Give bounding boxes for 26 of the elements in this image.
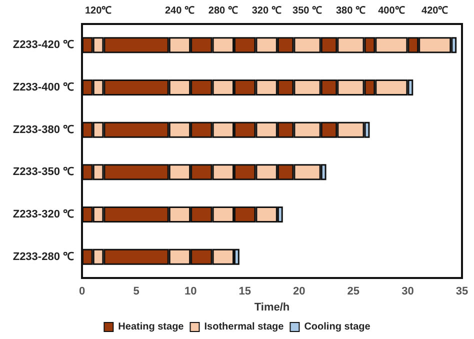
x-tick-label: 0 [78,286,86,298]
y-tick-label: Z233-350 ℃ [12,166,74,178]
legend-label: Isothermal stage [204,322,284,332]
y-tick-label: Z233-280 ℃ [12,250,74,263]
text: 420℃ [422,6,448,16]
x-tick-label: 5 [133,286,140,298]
x-axis-title: Time/h [254,301,290,314]
x-tick-label: 35 [456,286,468,298]
y-tick-label: Z233-380 ℃ [12,124,74,136]
y-tick-label: Z233-400 ℃ [12,82,74,94]
text: 380 ℃ [336,6,366,16]
text: 280 ℃ [208,6,238,16]
legend-label: Cooling stage [304,322,371,332]
text: 240 ℃ [164,6,194,16]
y-tick-label: Z233-320 ℃ [12,208,74,220]
x-tick-label: 15 [238,286,251,298]
text: 400℃ [378,6,405,16]
x-tick-label: 10 [184,286,197,298]
text: 120℃ [84,6,112,16]
legend-label: Heating stage [118,322,184,332]
text: 350 ℃ [292,6,322,16]
y-tick-label: Z233-420 ℃ [12,39,74,52]
text: 320 ℃ [252,6,282,16]
x-tick-label: 20 [293,286,306,298]
x-tick-label: 25 [347,286,360,298]
x-tick-label: 30 [402,286,414,298]
